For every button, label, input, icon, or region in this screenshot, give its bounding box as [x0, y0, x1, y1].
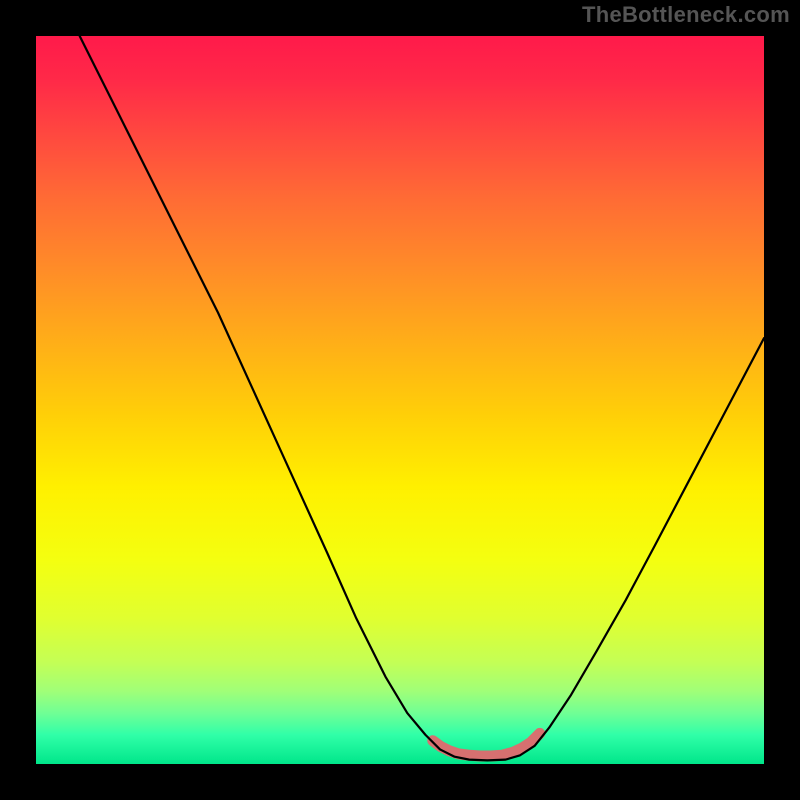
- watermark-text: TheBottleneck.com: [582, 2, 790, 28]
- curve-layer: [36, 36, 764, 764]
- main-curve: [80, 36, 764, 760]
- chart-container: TheBottleneck.com: [0, 0, 800, 800]
- plot-area: [36, 36, 764, 764]
